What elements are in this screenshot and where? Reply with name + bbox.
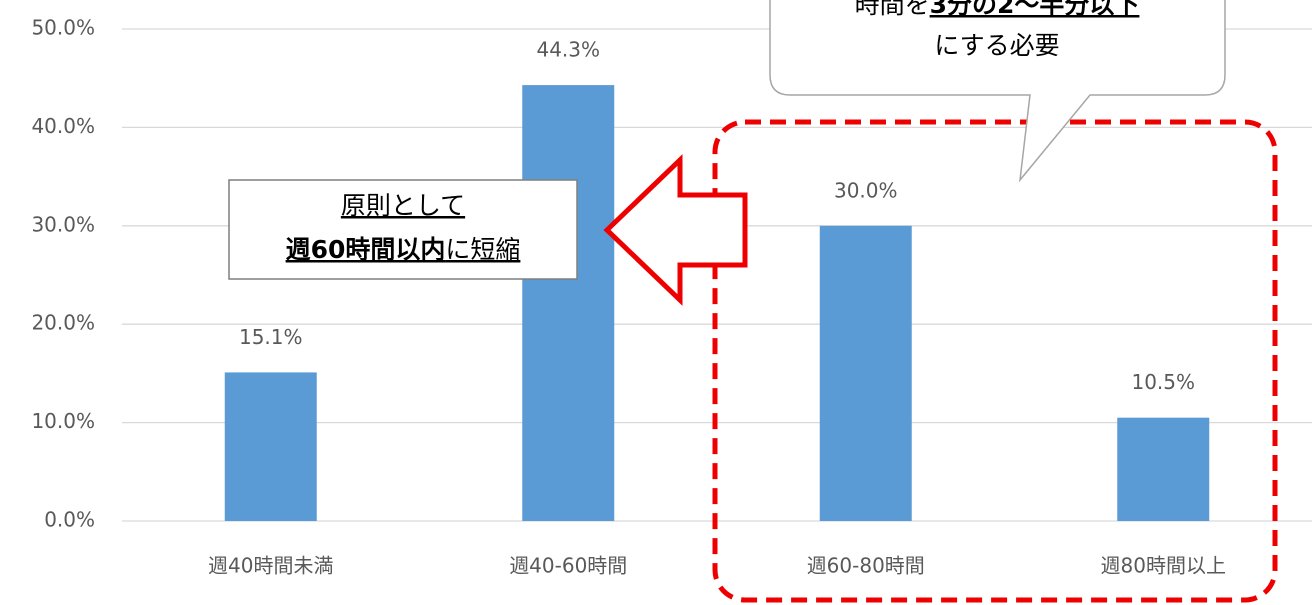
annotation-rest: に短縮: [445, 235, 520, 264]
arrow: [603, 154, 748, 306]
x-tick-label: 週40-60時間: [509, 554, 627, 578]
x-tick-label: 週40時間未満: [208, 554, 333, 578]
highlight-region: [712, 119, 1278, 603]
x-tick-label: 週60-80時間: [807, 554, 925, 578]
callout-plain: 時間を: [855, 0, 930, 19]
value-label: 15.1%: [239, 325, 303, 349]
value-label: 44.3%: [536, 38, 600, 62]
grid: 0.0% 10.0% 20.0% 30.0% 40.0% 50.0%: [31, 16, 1312, 532]
y-tick-label: 10.0%: [31, 409, 95, 433]
x-tick-label: 週80時間以上: [1101, 554, 1226, 578]
bar: [819, 225, 912, 522]
callout-line: 時間を3分の2〜半分以下: [855, 0, 1140, 19]
annotation-line: 原則として: [341, 191, 465, 220]
bar: [224, 372, 317, 521]
callout-bold: 3分の2〜半分以下: [930, 0, 1140, 19]
bars: 週40時間未満 15.1% 週40-60時間 44.3% 週60-80時間 30.0% 週8…: [208, 38, 1226, 578]
annotation-box: [228, 179, 578, 280]
value-label: 30.0%: [834, 178, 898, 202]
value-label: 10.5%: [1131, 370, 1195, 394]
y-tick-label: 40.0%: [31, 114, 95, 138]
bar: [522, 85, 615, 521]
callout-line: にする必要: [934, 31, 1059, 60]
y-tick-label: 20.0%: [31, 311, 95, 335]
annotation-line: 週60時間以内に短縮: [286, 235, 521, 264]
callout-bubble: [769, 0, 1226, 183]
annotation-bold: 週60時間以内: [286, 235, 446, 264]
y-tick-label: 0.0%: [44, 508, 95, 532]
bar: [1117, 417, 1210, 521]
y-tick-label: 50.0%: [31, 16, 95, 40]
y-tick-label: 30.0%: [31, 212, 95, 236]
